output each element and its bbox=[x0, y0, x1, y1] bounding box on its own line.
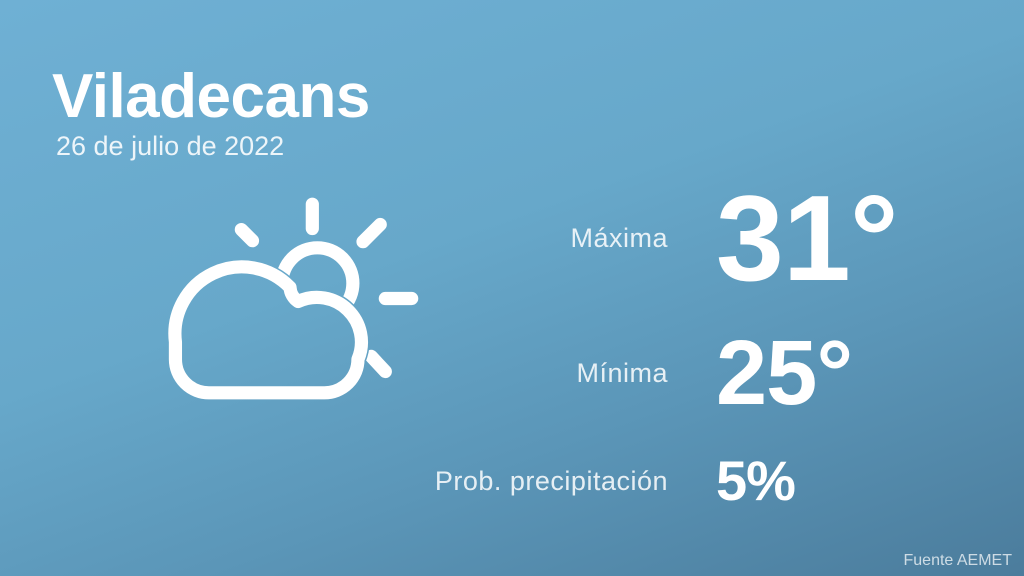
sun-ray-top-right bbox=[356, 217, 387, 249]
sun-icon bbox=[234, 197, 419, 379]
metric-row-min: Mínima 25° bbox=[380, 324, 1000, 422]
source-credit: Fuente AEMET bbox=[903, 552, 1013, 569]
cloud-icon bbox=[168, 260, 368, 400]
min-temp-label: Mínima bbox=[576, 357, 668, 388]
date-subtitle: 26 de julio de 2022 bbox=[56, 131, 285, 161]
partly-cloudy-icon bbox=[146, 190, 432, 408]
precipitation-value: 5% bbox=[716, 449, 796, 512]
precipitation-label: Prob. precipitación bbox=[434, 465, 668, 496]
max-temp-label: Máxima bbox=[570, 222, 668, 253]
sun-ray-bottom-right bbox=[364, 349, 392, 379]
max-temp-value: 31° bbox=[716, 170, 898, 306]
metric-row-max: Máxima 31° bbox=[380, 176, 1000, 300]
sun-ray-top-left bbox=[234, 222, 260, 248]
city-title: Viladecans bbox=[52, 62, 370, 131]
sun-behind-cloud-icon bbox=[168, 197, 419, 400]
min-temp-value: 25° bbox=[716, 322, 853, 424]
metric-row-precipitation: Prob. precipitación 5% bbox=[380, 446, 1000, 516]
